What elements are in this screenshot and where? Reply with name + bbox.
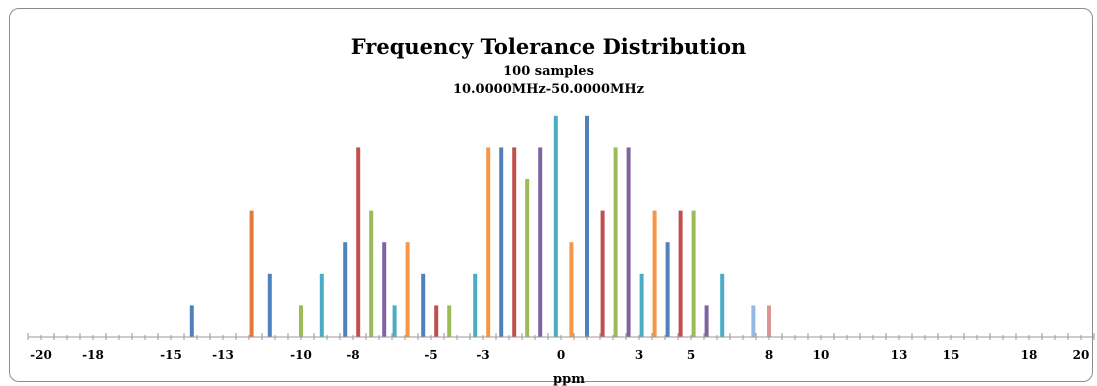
bar	[525, 179, 530, 337]
bar	[720, 273, 725, 337]
bar	[392, 305, 397, 337]
bar	[569, 242, 574, 337]
bar	[356, 147, 361, 337]
x-tick-label: 8	[765, 348, 773, 362]
bar	[447, 305, 452, 337]
x-tick-label: 18	[1021, 348, 1038, 362]
bar	[343, 242, 348, 337]
x-tick-label: -13	[212, 348, 234, 362]
chart-subtitle-samples: 100 samples	[503, 64, 594, 79]
bar	[767, 305, 771, 337]
x-tick-label: 15	[943, 348, 960, 362]
bar	[626, 147, 631, 337]
bar	[553, 115, 558, 337]
bar	[600, 210, 605, 337]
bar	[319, 273, 324, 337]
x-tick-label: 0	[557, 348, 565, 362]
bar	[499, 147, 504, 337]
bar	[704, 305, 709, 337]
bar	[486, 147, 491, 337]
bar	[382, 242, 387, 337]
bar	[267, 273, 272, 337]
x-tick-label: 13	[891, 348, 908, 362]
bar	[299, 305, 303, 337]
bar	[751, 305, 756, 337]
bar	[639, 273, 644, 337]
bar	[512, 147, 517, 337]
chart-frame	[9, 8, 1093, 382]
x-tick-label: -8	[346, 348, 359, 362]
bar	[405, 242, 410, 337]
x-tick-label: -20	[30, 348, 52, 362]
x-axis-ticks	[27, 333, 1095, 340]
x-tick-label: -5	[424, 348, 437, 362]
bar	[189, 305, 194, 337]
x-tick-label: -15	[160, 348, 182, 362]
bar	[421, 273, 426, 337]
chart-subtitle-range: 10.0000MHz-50.0000MHz	[452, 82, 645, 97]
x-tick-label: -10	[290, 348, 312, 362]
bar	[538, 147, 543, 337]
bar	[473, 273, 478, 337]
x-tick-label: 3	[635, 348, 643, 362]
bar	[691, 210, 696, 337]
bar	[613, 147, 618, 337]
bar	[249, 210, 254, 337]
x-tick-label: -3	[476, 348, 489, 362]
bar	[678, 210, 683, 337]
x-axis-tick-labels: -20 -18 -15 -13 -10 -8 -5 -3 0 3 5 8 10 13 15 18 20	[30, 348, 1089, 362]
chart-title: Frequency Tolerance Distribution	[350, 34, 747, 59]
x-tick-label: -18	[82, 348, 104, 362]
x-tick-label: 5	[687, 348, 695, 362]
x-axis-label: ppm	[553, 372, 585, 386]
x-tick-label: 20	[1073, 348, 1090, 362]
bar	[434, 305, 439, 337]
x-tick-label: 10	[813, 348, 830, 362]
bar	[585, 115, 589, 337]
bar	[369, 210, 374, 337]
bar-series	[189, 115, 771, 337]
bar	[665, 242, 670, 337]
bar	[652, 210, 657, 337]
